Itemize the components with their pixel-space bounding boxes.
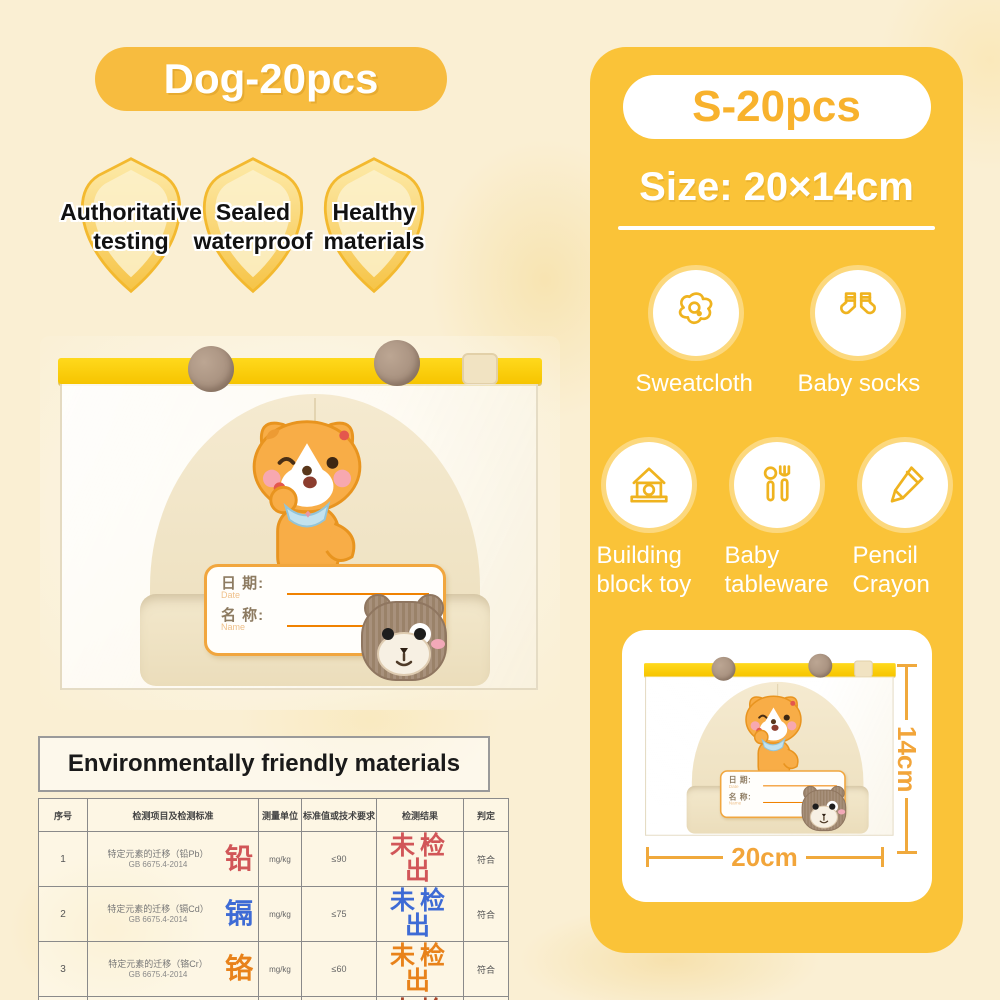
bear-applique-illustration (801, 785, 846, 832)
report-title: Environmentally friendly materials (38, 736, 490, 792)
feature-label: Sweatcloth (635, 370, 753, 397)
sweatcloth-icon (678, 292, 712, 325)
name-label: 名 称: (221, 606, 265, 624)
width-value: 20cm (731, 841, 798, 872)
test-result: 未检出 (389, 832, 450, 885)
zipper-slider (462, 353, 498, 385)
feature-label: Building block toy (596, 542, 692, 598)
test-report-table: 序号 检测项目及检测标准 测量单位 标准值或技术要求 检测结果 判定 1 特定元… (38, 798, 509, 1000)
size-info-panel: S-20pcs Size: 20×14cm Sweatcloth (590, 47, 963, 953)
bear-applique-illustration (361, 594, 447, 681)
product-photo: 日 期: Date 名 称: Name (40, 336, 560, 710)
table-row: 1 特定元素的迁移（铅Pb） GB 6675.4-2014 铅 mg/kg ≤90… (38, 831, 509, 887)
zipper-slider (853, 660, 873, 678)
badge-label: Sealed waterproof (193, 199, 313, 254)
packaged-hat-photo: 日 期: Date 名 称: Name (58, 340, 542, 694)
test-result: 未检出 (390, 997, 450, 1000)
badge-sealed-waterproof: Sealed waterproof (188, 152, 318, 298)
table-row: 2 特定元素的迁移（镉Cd） GB 6675.4-2014 镉 mg/kg ≤75… (38, 886, 509, 942)
write-line (287, 592, 429, 595)
materials-report: Environmentally friendly materials 序号 检测… (38, 736, 509, 1000)
feature-baby-tableware: Baby tableware (721, 442, 833, 600)
product-title-badge: Dog-20pcs (95, 47, 447, 111)
dimension-preview-box: 日 期: Date 名 称: Name (621, 630, 932, 902)
name-field: 名 称: Name (221, 608, 431, 633)
feature-pencil-crayon: Pencil Crayon (849, 442, 961, 600)
col-item: 检测项目及检测标准 (87, 798, 259, 832)
pencil-icon (890, 466, 924, 503)
feature-baby-socks: Baby socks (794, 270, 922, 428)
zipper-strip (58, 358, 542, 384)
test-result: 未检出 (389, 942, 450, 995)
hat-pompom (711, 656, 736, 681)
element-character: 镉 (224, 898, 253, 929)
badge-authoritative-testing: Authoritative testing (60, 152, 202, 298)
col-verdict: 判定 (463, 798, 509, 832)
feature-sweatcloth: Sweatcloth (632, 270, 760, 428)
date-label: 日 期: (221, 575, 265, 592)
feature-label: Baby socks (797, 370, 921, 397)
test-result: 未检出 (389, 887, 450, 940)
hat-pompom (188, 346, 234, 392)
cartoon-dog-illustration (252, 420, 362, 584)
building-block-icon (629, 467, 668, 503)
shield-icon (80, 157, 182, 294)
element-character: 铅 (224, 843, 253, 874)
zipper-strip (643, 663, 896, 677)
element-character: 铬 (224, 953, 253, 984)
size-badge: S-20pcs (622, 75, 931, 139)
col-result: 检测结果 (376, 798, 464, 832)
height-dimension: 14cm (890, 664, 924, 854)
table-row: 4 特定元素的迁移（汞Hg）GB 6675.4-2014 汞 mg/kg ≤60… (38, 996, 509, 1000)
packaged-hat-thumbnail: 日 期: Date 名 称: Name (643, 653, 896, 838)
feature-badges: Authoritative testing Sealed waterproof … (60, 152, 460, 302)
product-title: Dog-20pcs (163, 55, 379, 102)
date-sublabel: Date (221, 590, 241, 600)
name-sublabel: Name (221, 621, 246, 632)
table-row: 3 特定元素的迁移（铬Cr） GB 6675.4-2014 铬 mg/kg ≤60… (38, 941, 509, 997)
shield-icon (202, 157, 304, 294)
hat-pompom (807, 653, 832, 678)
shield-icon (323, 157, 425, 294)
height-value: 14cm (892, 725, 922, 793)
col-unit: 测量单位 (258, 798, 302, 832)
table-header-row: 序号 检测项目及检测标准 测量单位 标准值或技术要求 检测结果 判定 (38, 798, 509, 832)
feature-label: Pencil Crayon (852, 542, 930, 598)
date-field: 日 期: Date (221, 576, 431, 601)
col-limit: 标准值或技术要求 (301, 798, 377, 832)
feature-label: Baby tableware (724, 542, 829, 598)
width-dimension: 20cm (645, 841, 884, 872)
badge-healthy-materials: Healthy materials (309, 152, 439, 298)
badge-label: Healthy materials (323, 199, 425, 254)
divider (618, 226, 935, 230)
hat-pompom (374, 340, 420, 386)
size-text: Size: 20×14cm (639, 165, 914, 209)
col-no: 序号 (38, 798, 88, 832)
write-line (287, 624, 429, 627)
features-row-1: Sweatcloth Baby socks (590, 270, 963, 428)
features-row-2: Building block toy Baby tableware (590, 442, 963, 600)
feature-building-block-toy: Building block toy (593, 442, 705, 600)
badge-label: Authoritative testing (60, 199, 202, 254)
tableware-icon (763, 465, 790, 502)
cartoon-dog-illustration (744, 695, 802, 781)
baby-socks-icon (839, 292, 876, 315)
